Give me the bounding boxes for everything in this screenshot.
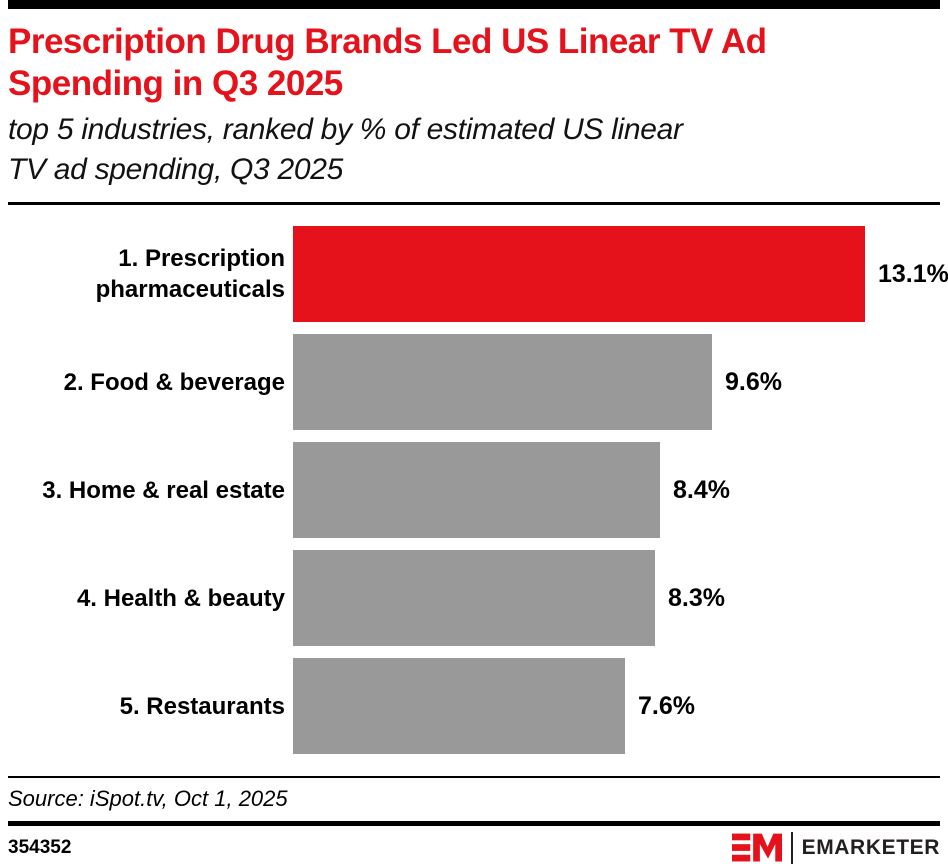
chart-row: 4. Health & beauty 8.3% xyxy=(8,550,940,646)
brand-name: EMARKETER xyxy=(801,835,940,859)
footer-divider xyxy=(8,821,940,826)
source-divider xyxy=(8,776,940,778)
bar xyxy=(293,226,865,322)
category-label: 1. Prescription pharmaceuticals xyxy=(95,245,285,303)
chart-title-line-2: Spending in Q3 2025 xyxy=(8,64,343,103)
logo-divider xyxy=(790,831,793,864)
value-label: 13.1% xyxy=(878,259,948,288)
category-label: 2. Food & beverage xyxy=(63,368,285,396)
em-monogram-icon xyxy=(731,833,782,861)
bar xyxy=(293,550,655,646)
header-divider xyxy=(8,202,940,205)
footer: 354352 EMARKETER xyxy=(8,826,940,864)
chart-row: 1. Prescription pharmaceuticals 13.1% xyxy=(8,226,948,322)
bar xyxy=(293,658,625,754)
chart-subtitle-line-1: top 5 industries, ranked by % of estimat… xyxy=(8,113,683,146)
bar xyxy=(293,442,660,538)
value-label: 7.6% xyxy=(638,691,695,720)
source-text: Source: iSpot.tv, Oct 1, 2025 xyxy=(8,786,288,811)
chart-title: Prescription Drug Brands Led US Linear T… xyxy=(8,21,940,105)
category-label: 3. Home & real estate xyxy=(42,476,285,504)
value-label: 8.3% xyxy=(668,583,725,612)
chart-row: 2. Food & beverage 9.6% xyxy=(8,334,940,430)
chart-subtitle: top 5 industries, ranked by % of estimat… xyxy=(8,110,940,190)
chart-row: 3. Home & real estate 8.4% xyxy=(8,442,940,538)
category-label: 4. Health & beauty xyxy=(76,584,285,612)
chart-subtitle-line-2: TV ad spending, Q3 2025 xyxy=(8,153,344,186)
emarketer-logo: EMARKETER xyxy=(731,831,940,864)
chart-id: 354352 xyxy=(8,836,72,858)
value-label: 9.6% xyxy=(725,367,782,396)
top-accent-bar xyxy=(8,0,940,9)
chart-title-line-1: Prescription Drug Brands Led US Linear T… xyxy=(8,22,767,61)
category-label: 5. Restaurants xyxy=(119,692,285,720)
value-label: 8.4% xyxy=(673,475,730,504)
bar xyxy=(293,334,712,430)
bar-chart: 1. Prescription pharmaceuticals 13.1% 2. F… xyxy=(8,226,948,754)
chart-row: 5. Restaurants 7.6% xyxy=(8,658,940,754)
